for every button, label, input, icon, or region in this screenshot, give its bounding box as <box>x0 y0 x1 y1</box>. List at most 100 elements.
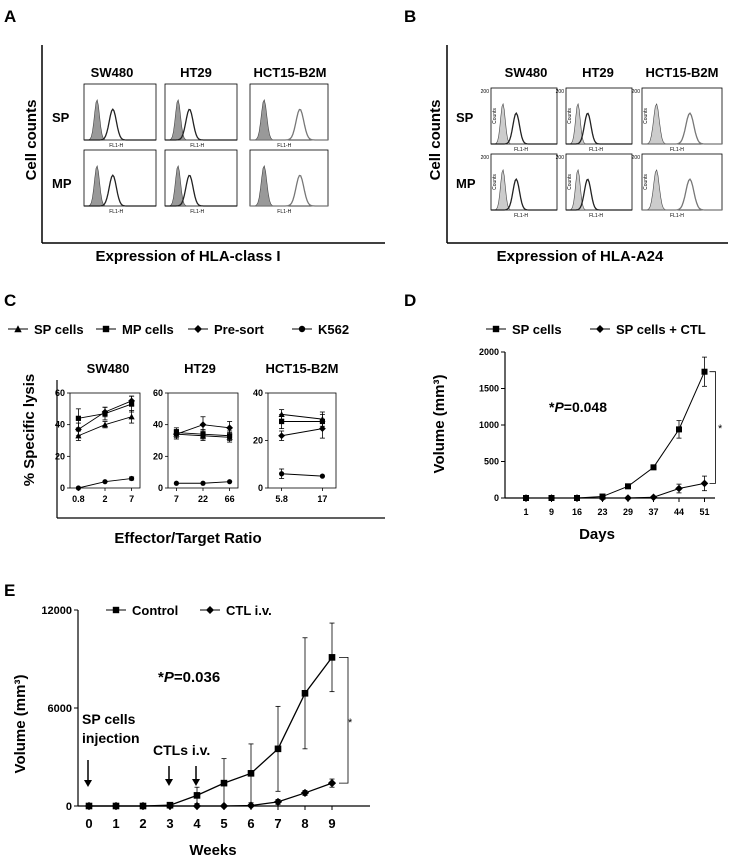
panel-c-xtick-label-2-1: 17 <box>317 494 327 504</box>
panel-a-y-label: Cell counts <box>23 100 40 181</box>
panel-d-point-1-4 <box>624 494 632 502</box>
panel-e-xtick-label-9: 9 <box>328 816 335 831</box>
histogram-A-0-2: FL1-H <box>249 83 329 149</box>
panel-c-series-line-2-0 <box>281 413 323 420</box>
panel-c-subplot-0: SW480 0 20 40 60 0.8 2 7 <box>55 361 141 504</box>
panel-d-series-line-0 <box>526 371 705 499</box>
panel-e: Volume (mm³) Weeks *P=0.036 * <box>12 669 353 859</box>
panel-e-ytick-label-0: 0 <box>66 801 72 813</box>
panel-c-xtick-label-2-0: 5.8 <box>275 494 288 504</box>
panel-d-xtick-label-1: 9 <box>549 507 554 517</box>
panel-e-point-1-5 <box>219 801 229 811</box>
histogram-B-0-0: FL1-H 200 Counts <box>481 87 558 153</box>
panel-b-row-sp: SP <box>456 110 474 125</box>
panel-c-subplot-title-0: SW480 <box>87 361 130 376</box>
panel-a-col-hct15: HCT15-B2M <box>254 65 327 80</box>
histogram-stained-line <box>165 108 237 141</box>
panel-c-point-1-1-1 <box>200 431 206 437</box>
panel-d-xtick-label-3: 23 <box>597 507 607 517</box>
panel-d-ytick-label-2: 1000 <box>479 420 499 430</box>
panel-c-ytick-label-0-1: 20 <box>55 451 65 461</box>
panel-e-ytick-label-2: 12000 <box>41 605 72 617</box>
legend-c-marker-3 <box>298 325 306 333</box>
panel-d-point-0-7 <box>701 368 708 375</box>
legend-d-label-1: SP cells + CTL <box>616 322 706 337</box>
panel-a-col-ht29: HT29 <box>180 65 212 80</box>
panel-b-x-label: Expression of HLA-A24 <box>497 248 664 265</box>
panel-e-event-label-1-0: CTLs i.v. <box>153 742 210 758</box>
histogram-A-0-1: FL1-H <box>164 83 238 149</box>
panel-d-annotation: *P=0.048 <box>549 399 607 415</box>
panel-c-subplot-title-1: HT29 <box>184 361 216 376</box>
panel-c-subplot-title-2: HCT15-B2M <box>266 361 339 376</box>
panel-e-xtick-label-2: 2 <box>139 816 146 831</box>
histogram-stained-line <box>84 108 156 141</box>
panel-e-xtick-label-4: 4 <box>193 816 201 831</box>
panel-c-series-line-2-2 <box>281 428 323 437</box>
panel-c-point-1-3-1 <box>200 480 206 486</box>
histogram-stained-line <box>250 174 328 207</box>
panel-c-x-label: Effector/Target Ratio <box>114 530 261 547</box>
panel-c-point-0-3-0 <box>75 485 81 491</box>
panel-letter-b: B <box>404 7 416 26</box>
histogram-axis-label: FL1-H <box>670 213 684 219</box>
legend-c-label-2: Pre-sort <box>214 322 265 337</box>
panel-b-y-label: Cell counts <box>427 100 444 181</box>
legend-d-label-0: SP cells <box>512 322 562 337</box>
panel-c-point-1-3-2 <box>227 479 233 485</box>
panel-c-subplot-frame-2 <box>267 392 337 489</box>
panel-e-xtick-label-7: 7 <box>274 816 281 831</box>
panel-e-xtick-label-6: 6 <box>247 816 254 831</box>
panel-b-col-hct15: HCT15-B2M <box>646 65 719 80</box>
histogram-axis-label: FL1-H <box>589 147 603 153</box>
panel-e-series-line-1 <box>89 782 333 807</box>
legend-e-label-0: Control <box>132 603 178 618</box>
panel-e-point-0-8 <box>301 690 309 697</box>
panel-c-y-label: % Specific lysis <box>21 374 38 487</box>
histogram-y-tick: 200 <box>632 89 641 95</box>
panel-c-ytick-label-1-0: 0 <box>158 483 163 493</box>
panel-d-xtick-label-5: 37 <box>648 507 658 517</box>
panel-c-point-1-1-2 <box>227 433 233 439</box>
panel-e-point-1-1 <box>111 801 121 811</box>
panel-d-xtick-label-2: 16 <box>572 507 582 517</box>
panel-e-point-1-4 <box>192 801 202 811</box>
histogram-stained-line <box>566 112 632 145</box>
panel-a: Cell counts Expression of HLA-class I SW… <box>23 45 385 265</box>
histogram-axis-label: FL1-H <box>277 209 291 215</box>
panel-e-xtick-label-5: 5 <box>220 816 227 831</box>
histogram-stained-line <box>250 108 328 141</box>
histogram-y-tick: 200 <box>556 89 565 95</box>
histogram-stained-line <box>491 178 557 211</box>
panel-c-ytick-label-2-1: 20 <box>253 436 263 446</box>
panel-c-xtick-label-1-0: 7 <box>174 494 179 504</box>
legend-c-label-3: K562 <box>318 322 349 337</box>
panel-d-ytick-label-3: 1500 <box>479 384 499 394</box>
panel-e-point-1-2 <box>138 801 148 811</box>
panel-d-point-1-7 <box>700 479 709 488</box>
histogram-axis-label: FL1-H <box>109 209 123 215</box>
histogram-axis-label: FL1-H <box>109 143 123 149</box>
panel-c-xtick-label-1-1: 22 <box>198 494 208 504</box>
panel-c-ytick-label-0-2: 40 <box>55 420 65 430</box>
panel-c-xtick-label-0-2: 7 <box>129 494 134 504</box>
panel-c-ytick-label-2-0: 0 <box>258 483 263 493</box>
panel-c-point-2-1-0 <box>279 418 285 425</box>
panel-e-xtick-label-0: 0 <box>85 816 92 831</box>
histogram-A-1-0: FL1-H <box>83 149 157 215</box>
histogram-axis-label: FL1-H <box>670 147 684 153</box>
histogram-B-0-2: FL1-H 200 Counts <box>632 87 723 153</box>
panel-d-point-0-6 <box>676 426 682 433</box>
panel-e-xtick-label-8: 8 <box>301 816 308 831</box>
panel-c-ytick-label-0-0: 0 <box>60 483 65 493</box>
panel-d-plot: SP cells SP cells + CTL 0 500 1000 1500 2000 1 9… <box>479 322 716 517</box>
histogram-A-1-2: FL1-H <box>249 149 329 215</box>
panel-b: Cell counts Expression of HLA-A24 SW480 … <box>427 45 728 265</box>
panel-e-point-1-3 <box>165 801 175 811</box>
panel-a-row-mp: MP <box>52 176 72 191</box>
panel-d-sig-star: * <box>718 423 723 435</box>
histogram-stained-line <box>566 178 632 211</box>
histogram-stained-line <box>642 112 722 145</box>
panel-d-ytick-label-1: 500 <box>484 457 499 467</box>
panel-d-point-1-5 <box>649 493 658 502</box>
